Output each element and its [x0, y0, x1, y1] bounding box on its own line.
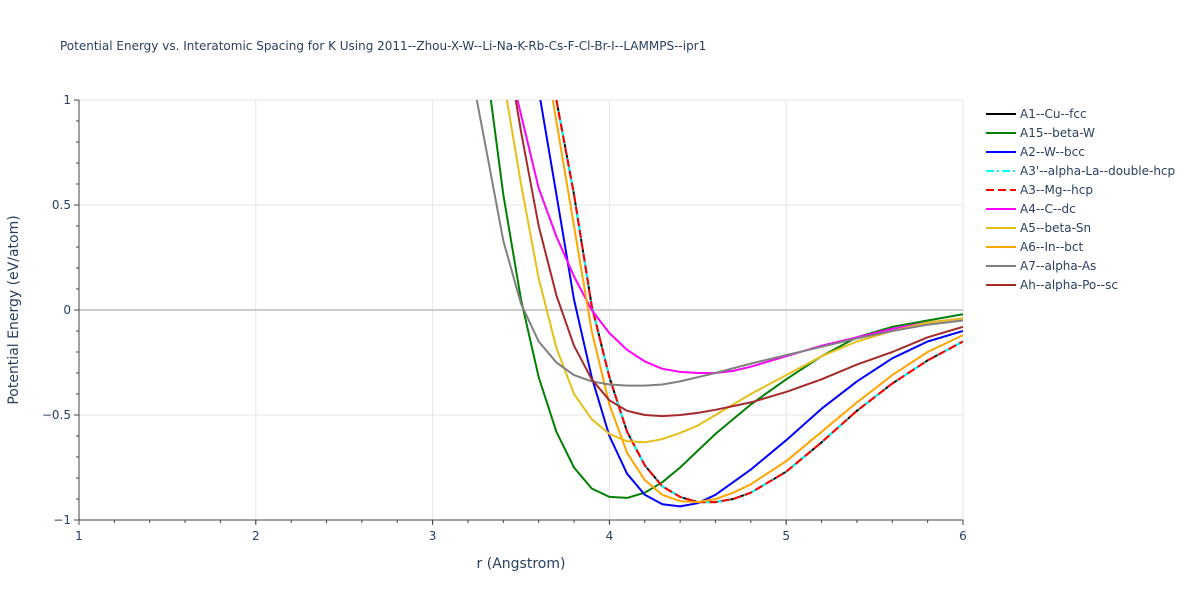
series-line	[475, 99, 963, 387]
y-tick-labels: −1 −0.5 0 0.5 1	[42, 93, 71, 527]
x-axis-title: r (Angstrom)	[477, 556, 566, 572]
series-line	[505, 99, 963, 444]
legend-item[interactable]: A4--C--dc	[986, 202, 1076, 216]
x-tick-label: 2	[252, 529, 260, 543]
axes	[74, 99, 964, 525]
legend-item[interactable]: A2--W--bcc	[986, 145, 1085, 159]
legend-label: A5--beta-Sn	[1020, 221, 1091, 235]
series-line	[539, 99, 963, 508]
legend-item[interactable]: A5--beta-Sn	[986, 221, 1091, 235]
legend-label: A15--beta-W	[1020, 126, 1095, 140]
legend-label: A6--In--bct	[1020, 240, 1084, 254]
x-tick-labels: 1 2 3 4 5 6	[75, 529, 967, 543]
series-line	[555, 99, 963, 504]
legend-label: A7--alpha-As	[1020, 259, 1096, 273]
y-tick-label: −0.5	[42, 408, 71, 422]
legend-label: A1--Cu--fcc	[1020, 107, 1087, 121]
series-line	[551, 99, 963, 504]
legend-item[interactable]: A1--Cu--fcc	[986, 107, 1087, 121]
y-axis-title: Potential Energy (eV/atom)	[6, 215, 22, 404]
series-line	[489, 99, 963, 499]
series-line	[516, 99, 963, 374]
x-tick-label: 4	[606, 529, 614, 543]
y-tick-label: 0.5	[52, 198, 71, 212]
legend-item[interactable]: A6--In--bct	[986, 240, 1084, 254]
legend-label: A3--Mg--hcp	[1020, 183, 1093, 197]
legend-item[interactable]: A3'--alpha-La--double-hcp	[986, 164, 1175, 178]
x-tick-label: 3	[429, 529, 437, 543]
x-tick-label: 5	[782, 529, 790, 543]
x-tick-label: 6	[959, 529, 967, 543]
series-line	[514, 99, 963, 418]
legend-label: A2--W--bcc	[1020, 145, 1085, 159]
legend-label: A3'--alpha-La--double-hcp	[1020, 164, 1175, 178]
y-tick-label: 1	[63, 93, 71, 107]
plot-lines	[475, 99, 963, 508]
y-tick-label: −1	[53, 513, 71, 527]
legend[interactable]: A1--Cu--fcc A15--beta-W A2--W--bcc A3'--alp…	[986, 107, 1175, 292]
legend-item[interactable]: A15--beta-W	[986, 126, 1095, 140]
y-tick-label: 0	[63, 303, 71, 317]
legend-label: A4--C--dc	[1020, 202, 1076, 216]
legend-item[interactable]: Ah--alpha-Po--sc	[986, 278, 1118, 292]
legend-item[interactable]: A3--Mg--hcp	[986, 183, 1093, 197]
x-tick-label: 1	[75, 529, 83, 543]
legend-item[interactable]: A7--alpha-As	[986, 259, 1096, 273]
chart-title: Potential Energy vs. Interatomic Spacing…	[60, 39, 706, 53]
legend-label: Ah--alpha-Po--sc	[1020, 278, 1118, 292]
